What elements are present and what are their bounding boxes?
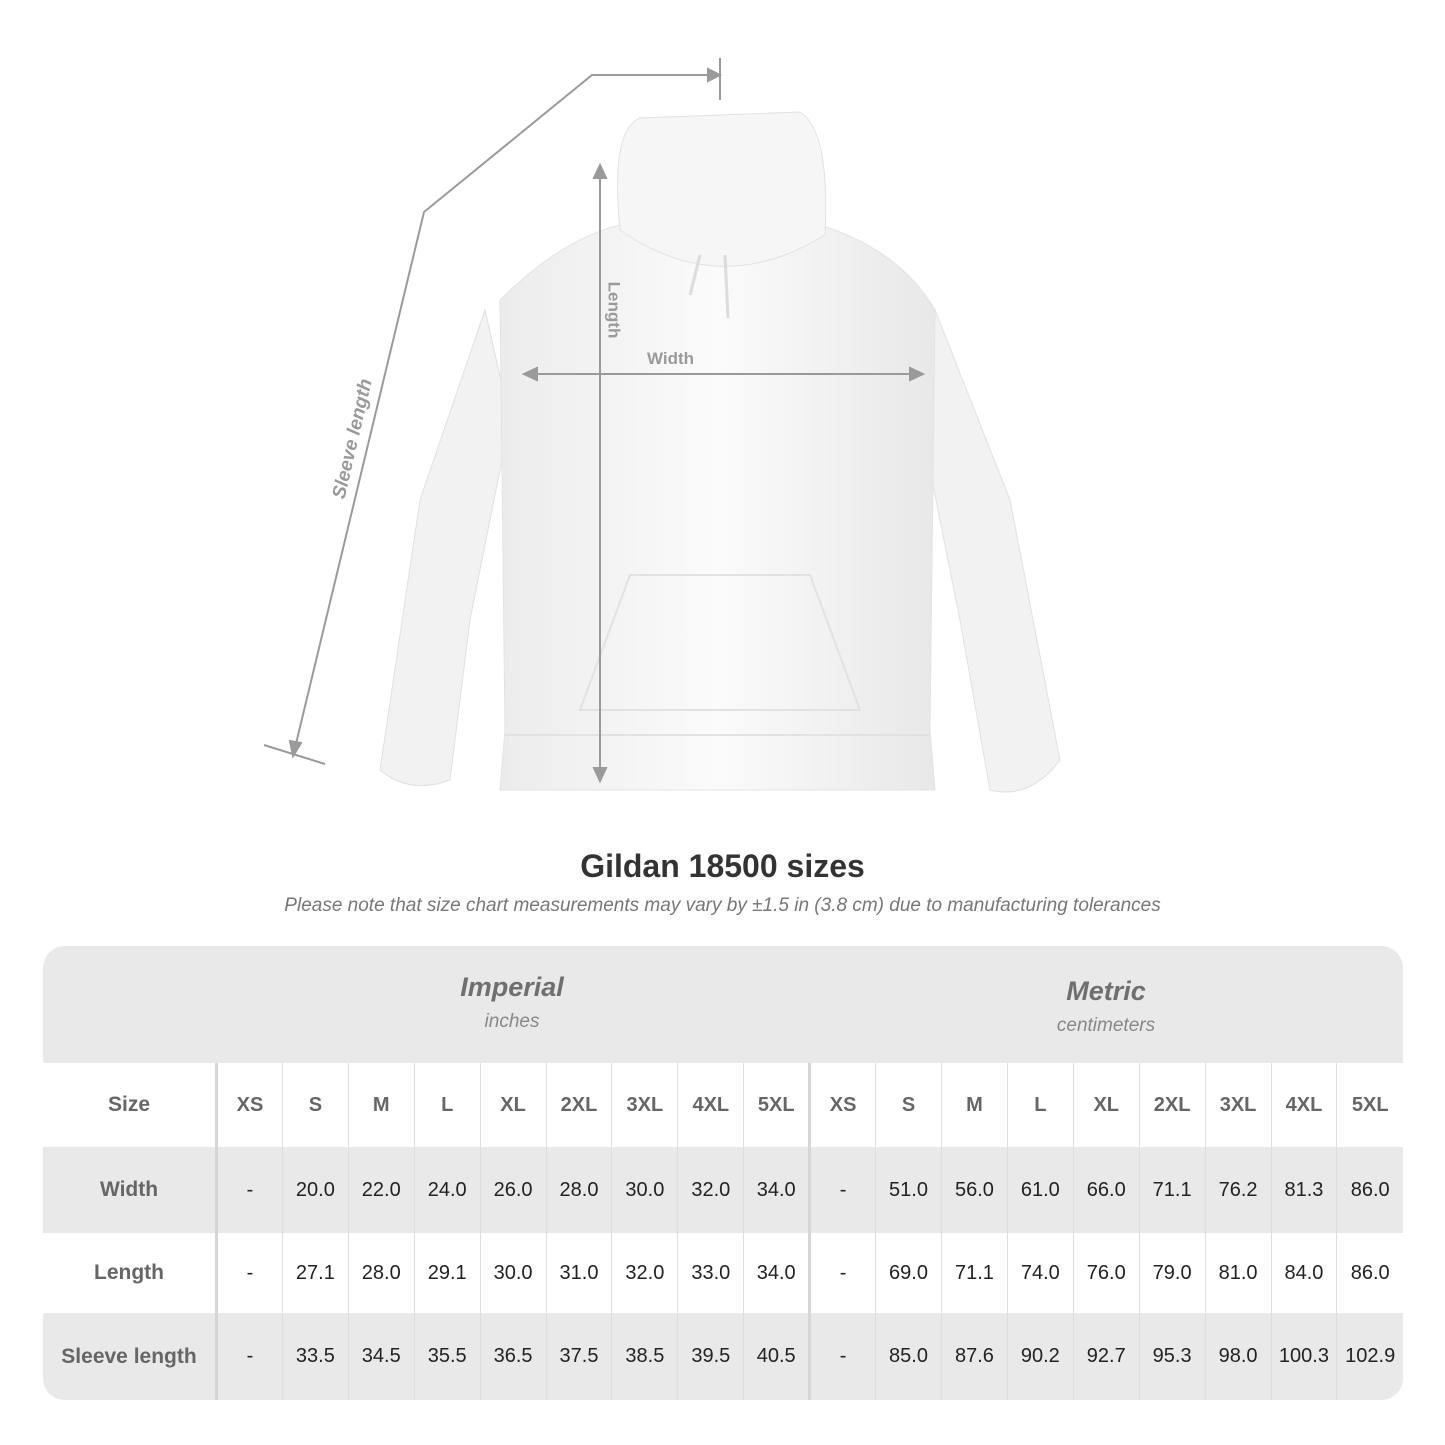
metric-title: Metric [1066,976,1146,1006]
metric-value-cell: 87.6 [940,1313,1008,1400]
metric-value-cell: 90.2 [1006,1313,1074,1400]
imperial-size-5xl: 5XL [743,1063,810,1147]
metric-value-cell: 86.0 [1336,1147,1403,1233]
imperial-size-l: L [413,1063,481,1147]
imperial-value-cell: - [216,1233,283,1313]
imperial-value-cell: 31.0 [545,1233,612,1313]
metric-size-2xl: 2XL [1138,1063,1206,1147]
metric-size-5xl: 5XL [1336,1063,1403,1147]
metric-value-cell: 76.0 [1072,1233,1140,1313]
row-label: Width [43,1147,218,1233]
imperial-size-4xl: 4XL [677,1063,744,1147]
imperial-title: Imperial [460,972,564,1002]
row-label: Sleeve length [43,1313,218,1400]
metric-value-cell: 98.0 [1204,1313,1271,1400]
metric-value-cell: 95.3 [1138,1313,1206,1400]
imperial-size-m: M [347,1063,415,1147]
metric-value-cell: 76.2 [1204,1147,1271,1233]
metric-size-xs: XS [808,1063,876,1147]
imperial-value-cell: 36.5 [479,1313,547,1400]
metric-header: Metric centimeters [809,946,1403,1063]
imperial-unit: inches [484,1011,540,1032]
metric-value-cell: 51.0 [875,1147,942,1233]
imperial-value-cell: 33.5 [281,1313,349,1400]
table-row: Width -20.0 22.0 24.0 26.0 28.0 30.0 32.0 34.0-5… [43,1147,1403,1233]
imperial-value-cell: 26.0 [479,1147,547,1233]
size-table: Size XS S M L XL 2XL 3XL 4XL 5XL XS S M L XL 2XL 3XL 4XL 5… [43,1063,1403,1400]
metric-value-cell: 81.3 [1270,1147,1337,1233]
imperial-value-cell: 20.0 [281,1147,349,1233]
imperial-value-cell: 38.5 [611,1313,678,1400]
imperial-size-3xl: 3XL [611,1063,678,1147]
metric-value-cell: 71.1 [940,1233,1008,1313]
metric-value-cell: 56.0 [940,1147,1008,1233]
imperial-value-cell: - [216,1313,283,1400]
metric-size-l: L [1006,1063,1074,1147]
metric-value-cell: 69.0 [875,1233,942,1313]
table-row: Length -27.1 28.0 29.1 30.0 31.0 32.0 33.0 34.0-… [43,1233,1403,1313]
sleeve-measure-line [293,74,720,753]
imperial-value-cell: 32.0 [677,1147,744,1233]
imperial-value-cell: 22.0 [347,1147,415,1233]
imperial-value-cell: 33.0 [677,1233,744,1313]
imperial-value-cell: 39.5 [677,1313,744,1400]
metric-value-cell: - [808,1147,876,1233]
length-label: Length [604,281,624,339]
metric-value-cell: - [808,1233,876,1313]
imperial-value-cell: 28.0 [545,1147,612,1233]
metric-value-cell: 66.0 [1072,1147,1140,1233]
imperial-value-cell: 24.0 [413,1147,481,1233]
imperial-value-cell: 30.0 [611,1147,678,1233]
imperial-value-cell: 30.0 [479,1233,547,1313]
imperial-size-xs: XS [216,1063,283,1147]
imperial-value-cell: 27.1 [281,1233,349,1313]
metric-unit: centimeters [1056,1015,1156,1036]
imperial-size-s: S [281,1063,349,1147]
imperial-size-xl: XL [479,1063,547,1147]
size-table-panel: Imperial inches Metric centimeters Size X… [43,946,1403,1400]
imperial-value-cell: 28.0 [347,1233,415,1313]
imperial-value-cell: 34.5 [347,1313,415,1400]
metric-value-cell: 102.9 [1336,1313,1403,1400]
size-header-row: Size XS S M L XL 2XL 3XL 4XL 5XL XS S M L XL 2XL 3XL 4XL 5… [43,1063,1403,1147]
metric-value-cell: 85.0 [875,1313,942,1400]
imperial-value-cell: 29.1 [413,1233,481,1313]
page-title: Gildan 18500 sizes [580,848,865,884]
metric-value-cell: 74.0 [1006,1233,1074,1313]
imperial-value-cell: 35.5 [413,1313,481,1400]
imperial-value-cell: 32.0 [611,1233,678,1313]
imperial-value-cell: - [216,1147,283,1233]
row-label: Length [43,1233,218,1313]
imperial-value-cell: 34.0 [743,1233,810,1313]
metric-value-cell: 84.0 [1270,1233,1337,1313]
metric-size-4xl: 4XL [1270,1063,1337,1147]
imperial-value-cell: 34.0 [743,1147,810,1233]
metric-value-cell: 81.0 [1204,1233,1271,1313]
metric-size-xl: XL [1072,1063,1140,1147]
metric-value-cell: 100.3 [1270,1313,1337,1400]
imperial-size-2xl: 2XL [545,1063,612,1147]
metric-value-cell: 79.0 [1138,1233,1206,1313]
size-header-label: Size [43,1063,218,1147]
metric-size-m: M [940,1063,1008,1147]
hoodie-illustration [263,58,1061,793]
metric-value-cell: 92.7 [1072,1313,1140,1400]
width-label: Width [647,349,695,368]
imperial-value-cell: 40.5 [743,1313,810,1400]
imperial-header: Imperial inches [215,946,809,1063]
metric-size-3xl: 3XL [1204,1063,1271,1147]
metric-value-cell: 86.0 [1336,1233,1403,1313]
tolerance-note: Please note that size chart measurements… [284,895,1161,916]
imperial-value-cell: 37.5 [545,1313,612,1400]
hoodie-image [379,111,1061,793]
metric-value-cell: 71.1 [1138,1147,1206,1233]
metric-size-s: S [875,1063,942,1147]
metric-value-cell: - [808,1313,876,1400]
metric-value-cell: 61.0 [1006,1147,1074,1233]
table-row: Sleeve length -33.5 34.5 35.5 36.5 37.5 38.5 39… [43,1313,1403,1400]
